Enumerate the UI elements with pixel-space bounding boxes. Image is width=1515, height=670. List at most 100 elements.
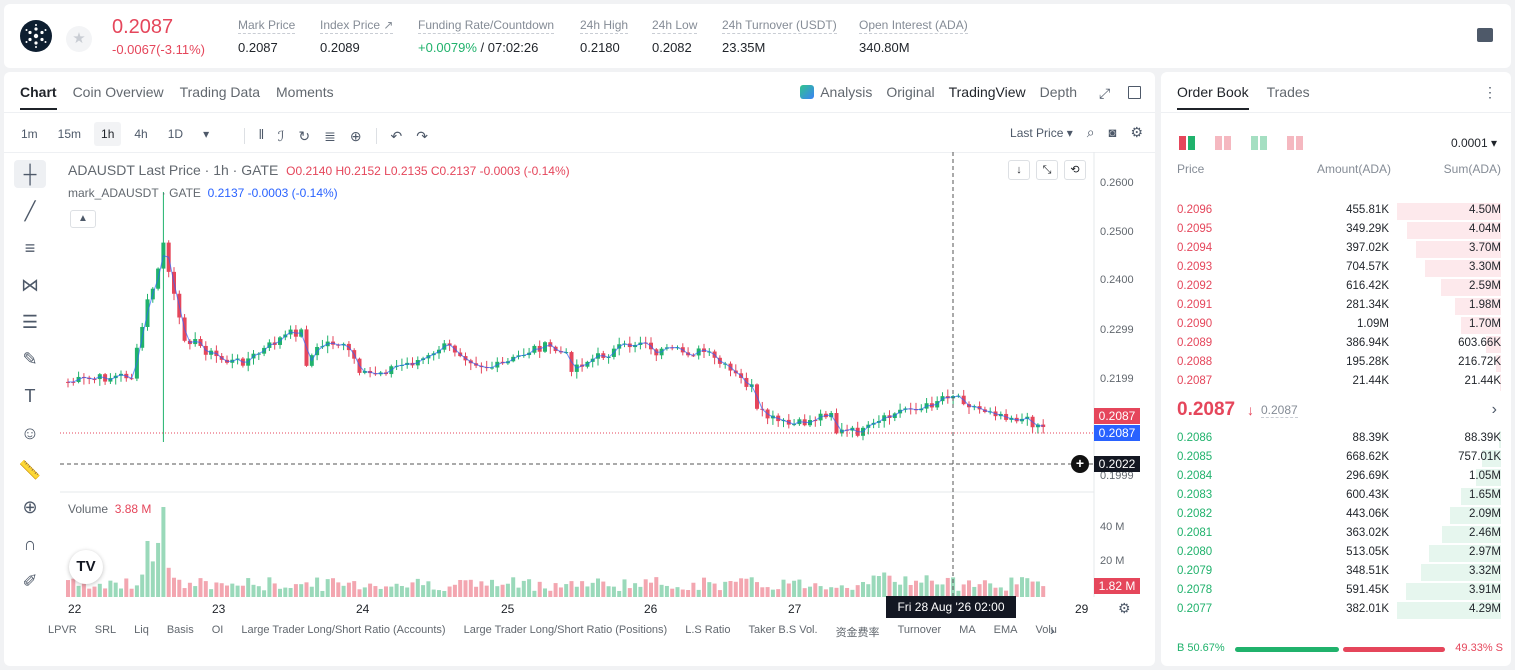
templates-icon[interactable]: ≣ [324,127,336,144]
tradingview-logo-icon[interactable]: TV [69,550,103,584]
bids-row[interactable]: 0.2080 513.05K 2.97M [1161,544,1511,563]
view-tab-depth[interactable]: Depth [1040,84,1077,100]
tab-trades[interactable]: Trades [1266,84,1310,100]
stat-label[interactable]: 24h Turnover (USDT) [722,18,837,34]
price-chart[interactable]: 0.2600 0.2500 0.2400 0.2299 0.2199 0.1999 40 M… [60,152,1150,612]
indicator-item[interactable]: MA [959,624,976,636]
indicators-next-icon[interactable]: › [1050,622,1055,638]
price-type-select[interactable]: Last Price ▾ [1010,125,1073,140]
asks-row[interactable]: 0.2089 386.94K 603.66K [1161,335,1511,354]
indicator-item[interactable]: EMA [993,624,1018,636]
window-icon[interactable] [1128,86,1141,99]
fullscreen-icon[interactable]: ⤢ [1099,85,1111,101]
asks-row[interactable]: 0.2093 704.57K 3.30M [1161,259,1511,278]
asks-row[interactable]: 0.2087 21.44K 21.44K [1161,373,1511,392]
timeframe-15m[interactable]: 15m [57,127,82,141]
collapse-button[interactable]: ⤡ [1036,160,1058,180]
replay-icon[interactable]: ↻ [298,127,311,144]
timeframe-dropdown-icon[interactable]: ▾ [203,127,210,141]
view-tab-tradingview[interactable]: TradingView [949,84,1026,100]
tab-coin-overview[interactable]: Coin Overview [72,84,164,100]
favorite-star-icon[interactable]: ★ [66,26,92,52]
chart-settings-icon[interactable]: ⚙ [1118,600,1131,616]
indicators-icon[interactable]: ℐ [277,127,285,144]
more-options-icon[interactable]: ⋮ [1483,84,1497,100]
bids-row[interactable]: 0.2086 88.39K 88.39K [1161,430,1511,449]
stat-label[interactable]: Funding Rate/Countdown [418,18,555,34]
asks-row[interactable]: 0.2094 397.02K 3.70M [1161,240,1511,259]
emoji-icon[interactable]: ☺ [20,422,40,443]
view-tab-analysis[interactable]: Analysis [800,84,872,100]
indicator-item[interactable]: Volu [1035,624,1057,636]
tab-moments[interactable]: Moments [276,84,334,100]
stat-label[interactable]: 24h High [580,18,629,34]
timeframe-1m[interactable]: 1m [21,127,38,141]
asks-row[interactable]: 0.2095 349.29K 4.04M [1161,221,1511,240]
asks-row[interactable]: 0.2096 455.81K 4.50M [1161,202,1511,221]
stat-label[interactable]: Index Price ↗ [320,18,394,34]
view-tab-original[interactable]: Original [886,84,934,100]
bids-row[interactable]: 0.2082 443.06K 2.09M [1161,506,1511,525]
ruler-icon[interactable]: 📏 [18,459,42,480]
candle-type-icon[interactable]: 𝍪 [259,126,264,142]
indicator-item[interactable]: Turnover [897,624,942,636]
chevron-right-icon[interactable]: › [1491,401,1497,418]
stat-label[interactable]: 24h Low [652,18,698,34]
asks-row[interactable]: 0.2092 616.42K 2.59M [1161,278,1511,297]
tab-order-book[interactable]: Order Book [1177,84,1249,110]
alert-add-icon[interactable]: ⊕ [349,127,362,144]
scroll-down-button[interactable]: ↓ [1008,160,1030,180]
timeframe-1D[interactable]: 1D [167,127,184,141]
bids-row[interactable]: 0.2078 591.45K 3.91M [1161,582,1511,601]
asks-row[interactable]: 0.2088 195.28K 216.72K [1161,354,1511,373]
indicator-item[interactable]: Large Trader Long/Short Ratio (Positions… [463,624,668,636]
asks-row[interactable]: 0.2091 281.34K 1.98M [1161,297,1511,316]
settings-gear-icon[interactable]: ⚙ [1130,124,1143,140]
timeframe-1h[interactable]: 1h [94,122,122,146]
timeframe-4h[interactable]: 4h [134,127,148,141]
bids-row[interactable]: 0.2083 600.43K 1.65M [1161,487,1511,506]
indicator-item[interactable]: L.S Ratio [685,624,731,636]
crosshair-icon[interactable]: ┼ [14,160,46,188]
redo-icon[interactable]: ↷ [416,127,429,144]
book-asks-icon[interactable] [1215,136,1231,150]
camera-icon[interactable]: ◙ [1108,125,1117,140]
book-both-icon[interactable] [1179,136,1195,150]
undo-icon[interactable]: ↶ [390,127,403,144]
trendline-icon[interactable]: ╱ [24,200,36,221]
indicator-item[interactable]: Liq [134,624,149,636]
indicator-item[interactable]: LPVR [48,624,77,636]
magnet-icon[interactable]: ∩ [23,533,37,554]
search-icon[interactable]: ⌕ [1086,124,1095,140]
book-alt-icon[interactable] [1287,136,1303,150]
pattern-icon[interactable]: ⋈ [21,274,39,295]
precision-select[interactable]: 0.0001 ▾ [1450,136,1497,150]
horizontal-lines-icon[interactable]: ≡ [24,237,36,258]
bids-row[interactable]: 0.2084 296.69K 1.05M [1161,468,1511,487]
tab-trading-data[interactable]: Trading Data [179,84,261,100]
text-tool-icon[interactable]: T [24,385,36,406]
book-bids-icon[interactable] [1251,136,1267,150]
indicator-item[interactable]: Taker B.S Vol. [748,624,818,636]
brush-icon[interactable]: ✎ [22,348,38,369]
bids-row[interactable]: 0.2079 348.51K 3.32M [1161,563,1511,582]
layout-panel-icon[interactable] [1477,28,1493,42]
pencil-icon[interactable]: ✐ [22,570,38,591]
indicator-item[interactable]: OI [211,624,224,636]
stat-label[interactable]: Open Interest (ADA) [859,18,968,34]
bids-row[interactable]: 0.2081 363.02K 2.46M [1161,525,1511,544]
fib-icon[interactable]: ☰ [21,311,39,332]
indicator-item[interactable]: 资金费率 [835,627,880,639]
add-alert-icon[interactable]: + [1071,455,1089,473]
indicator-item[interactable]: SRL [94,624,117,636]
tab-chart[interactable]: Chart [20,84,57,110]
refresh-button[interactable]: ⟲ [1064,160,1086,180]
zoom-in-icon[interactable]: ⊕ [22,496,38,517]
indicator-item[interactable]: Basis [166,624,194,636]
bids-row[interactable]: 0.2077 382.01K 4.29M [1161,601,1511,620]
asks-row[interactable]: 0.2090 1.09M 1.70M [1161,316,1511,335]
indicator-item[interactable]: Large Trader Long/Short Ratio (Accounts) [241,624,446,636]
collapse-legend-button[interactable]: ▲ [70,210,96,228]
stat-label[interactable]: Mark Price [238,18,296,34]
bids-row[interactable]: 0.2085 668.62K 757.01K [1161,449,1511,468]
